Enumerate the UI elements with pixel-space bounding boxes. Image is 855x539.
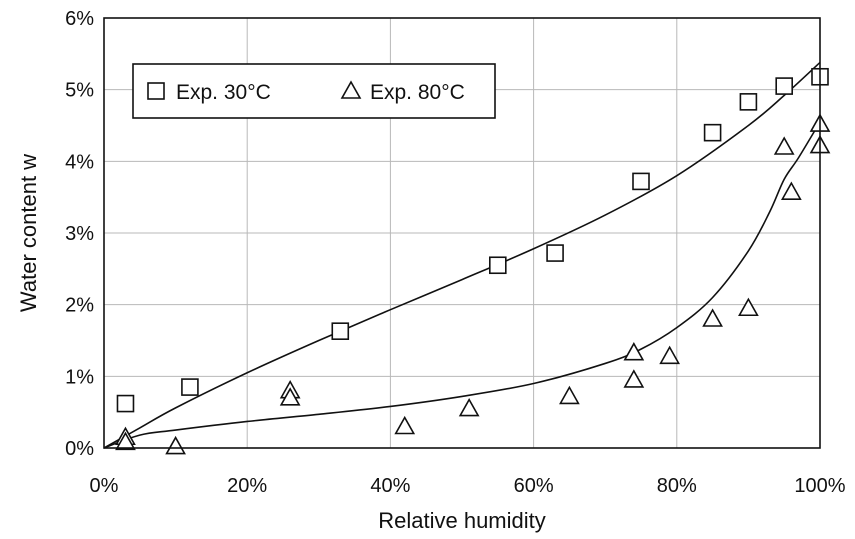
square-point: [331, 322, 350, 340]
fit-curve-series-0: [103, 61, 821, 449]
x-tick-label: 60%: [514, 475, 554, 497]
square-point: [632, 172, 650, 191]
tick-labels: 0% 20% 40% 60% 80% 100% 0% 1% 2% 3% 4% 5% 6%: [65, 8, 846, 497]
triangle-point: [458, 397, 480, 417]
triangle-point: [115, 431, 136, 451]
legend-label-30c: Exp. 30°C: [176, 81, 271, 104]
y-tick-label: 0%: [65, 438, 94, 460]
legend: Exp. 30°C Exp. 80°C: [132, 63, 496, 119]
triangle-point: [623, 369, 645, 388]
y-tick-label: 3%: [65, 223, 94, 245]
square-point: [739, 93, 758, 111]
y-tick-label: 2%: [65, 295, 94, 317]
legend-label-80c: Exp. 80°C: [370, 81, 465, 104]
square-point: [116, 394, 135, 413]
legend-box: [132, 63, 496, 119]
triangle-point: [738, 297, 759, 317]
y-axis-label: Water content w: [16, 154, 41, 312]
plot-frame: [103, 17, 821, 449]
x-tick-label: 40%: [370, 475, 410, 497]
x-tick-label: 80%: [657, 475, 697, 497]
x-tick-label: 0%: [90, 475, 119, 497]
square-point: [546, 244, 564, 262]
fit-curve-series-1: [103, 121, 821, 449]
triangle-point: [559, 385, 580, 405]
x-axis-label: Relative humidity: [378, 508, 546, 533]
square-point: [181, 378, 199, 396]
square-point: [488, 256, 507, 275]
triangle-point: [165, 435, 186, 455]
triangle-point: [773, 136, 795, 155]
fit-curves: [103, 61, 821, 449]
y-tick-label: 6%: [65, 8, 94, 30]
triangle-point: [279, 387, 301, 406]
legend-square-marker: [147, 82, 165, 100]
triangle-point: [394, 415, 416, 435]
triangle-point: [659, 345, 681, 365]
y-tick-label: 4%: [65, 151, 94, 173]
x-tick-label: 100%: [794, 475, 845, 497]
triangle-point: [702, 308, 723, 327]
legend-triangle-marker: [340, 80, 362, 99]
x-tick-label: 20%: [227, 475, 267, 497]
y-tick-label: 1%: [65, 366, 94, 388]
square-point: [775, 77, 794, 95]
triangle-point: [780, 181, 802, 200]
data-points: [115, 67, 831, 455]
y-tick-label: 5%: [65, 80, 94, 102]
triangle-point: [623, 342, 645, 361]
square-point: [703, 123, 722, 142]
